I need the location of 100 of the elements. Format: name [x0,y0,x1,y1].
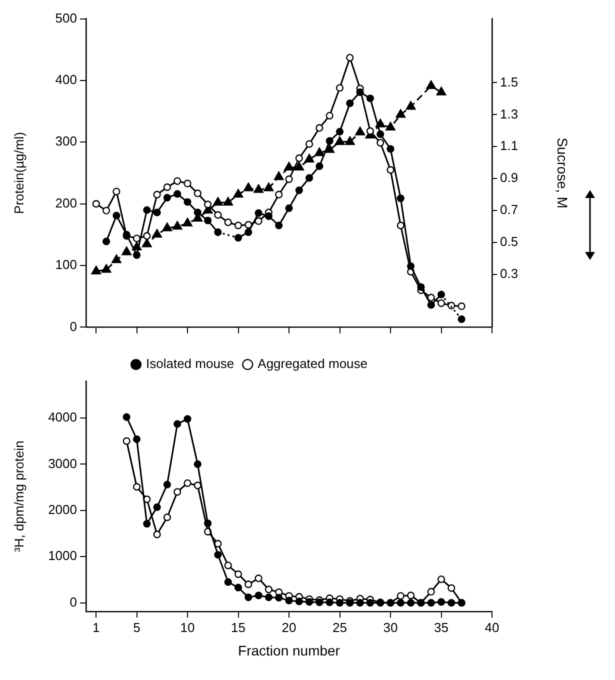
point [324,144,335,153]
y2-tick-label: 1.3 [500,106,518,122]
point [295,186,303,194]
y-tick-label: 400 [55,72,77,88]
point [163,514,171,522]
y-axis-title: Protein(µg/ml) [11,132,26,214]
x-tick-label: 10 [180,620,195,635]
point [336,84,344,92]
point [437,575,446,584]
y-tick-label: 0 [70,318,77,334]
y2-tick-label: 0.5 [500,234,518,250]
y2-tick-label: 1.5 [500,74,518,90]
point [184,198,192,206]
point [143,520,151,528]
point [285,204,293,212]
point [326,112,334,120]
point [224,578,232,586]
point [386,122,396,131]
point [254,574,262,582]
point [407,262,415,270]
point [417,283,425,291]
y-tick-label: 100 [55,257,77,272]
point [254,184,264,193]
point [376,130,384,138]
x-axis-title: Fraction number [238,642,340,658]
point [132,483,141,491]
point [366,94,374,102]
point [295,154,303,162]
point [275,222,283,230]
point [427,301,435,309]
point [306,598,314,606]
point [316,162,324,170]
point [214,228,222,236]
point [407,599,415,607]
point [204,216,212,224]
y-tick-label: 200 [55,195,77,210]
point [386,145,394,153]
y2-tick-label: 1.1 [500,138,518,154]
legend-label: Isolated mouse [146,356,234,372]
point [153,190,161,198]
point [254,209,262,217]
point [243,182,254,192]
point [295,598,303,606]
y-tick-label: 3000 [48,456,77,471]
point [234,570,242,578]
point [214,550,222,559]
point [366,127,374,135]
point [285,596,293,604]
y2-axis-title: Sucrose, M [554,138,571,208]
point [396,599,404,607]
point [143,232,151,240]
point [326,598,334,606]
point [306,140,314,148]
point [396,222,404,230]
point [152,228,162,238]
point [132,234,141,242]
point [396,194,404,202]
point [448,599,456,607]
point [153,530,161,538]
point [142,238,152,248]
point [437,299,446,307]
point [375,118,386,128]
point [274,171,284,180]
point [174,190,182,198]
point [306,174,314,182]
point [437,290,446,298]
point [284,162,294,171]
point [285,175,293,183]
point [386,166,394,174]
point [427,588,435,596]
x-tick-label: 1 [92,620,100,635]
point [132,251,141,259]
point [264,182,274,192]
point [163,194,171,202]
point [153,503,161,511]
point [204,200,212,208]
point [234,234,242,242]
point [112,254,122,264]
y-tick-label: 300 [55,134,77,149]
y-tick-label: 500 [55,10,77,26]
x-tick-label: 25 [332,620,347,635]
point [101,264,112,273]
point [366,599,374,607]
point [458,302,466,310]
point [264,212,272,220]
point [153,208,161,216]
point [102,238,110,246]
point [244,580,252,588]
point [194,208,202,216]
point [316,124,324,132]
x-tick-label: 5 [133,620,140,635]
point [184,415,192,423]
point [174,420,182,428]
point [143,206,151,214]
point [437,598,446,606]
point [194,482,202,490]
y-tick-label: 0 [70,594,77,610]
point [244,228,252,236]
point [244,221,252,229]
point [314,147,324,156]
